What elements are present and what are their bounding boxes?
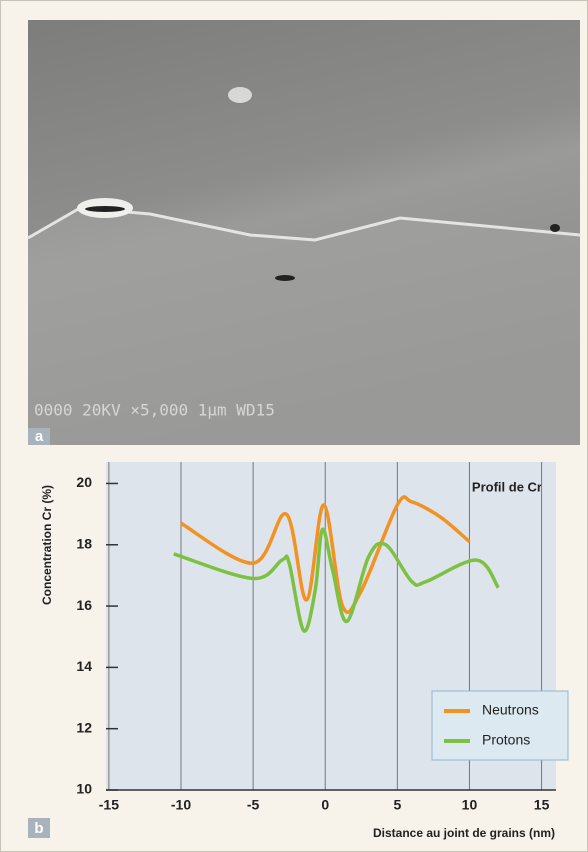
pore <box>275 275 295 281</box>
x-axis-label: Distance au joint de grains (nm) <box>373 826 555 840</box>
chart-title: Profil de Cr <box>472 479 542 494</box>
y-tick-label: 14 <box>76 658 92 674</box>
legend-box <box>431 690 569 761</box>
x-tick-label: 0 <box>321 797 329 813</box>
legend-label: Protons <box>482 732 530 748</box>
panel-label: a <box>35 428 44 445</box>
pore <box>550 224 560 232</box>
chart: b Profil de Cr Distance au joint de grai… <box>28 462 569 840</box>
y-tick-label: 16 <box>76 597 92 613</box>
y-tick-label: 18 <box>76 535 92 551</box>
lower-grain <box>28 208 580 445</box>
x-tick-label: 10 <box>462 797 478 813</box>
y-tick-label: 12 <box>76 719 92 735</box>
x-tick-label: 5 <box>393 797 401 813</box>
panel-label-box <box>28 428 50 445</box>
y-tick-label: 20 <box>76 474 92 490</box>
x-tick-label: -10 <box>171 797 191 813</box>
line <box>173 527 500 633</box>
micrograph: 0000 20KV ×5,000 1µm WD15 a <box>27 20 581 445</box>
y-axis-label: Concentration Cr (%) <box>40 485 54 605</box>
x-tick-label: -5 <box>247 797 260 813</box>
x-tick-label: 15 <box>534 797 550 813</box>
image-caption: 0000 20KV ×5,000 1µm WD15 <box>34 401 275 420</box>
panel-label: b <box>34 820 43 837</box>
x-tick-label: -15 <box>99 797 119 813</box>
y-tick-label: 10 <box>76 781 92 797</box>
legend-label: Neutrons <box>482 702 539 718</box>
pore <box>85 206 125 212</box>
line <box>180 495 471 614</box>
particle <box>228 87 252 103</box>
panel-label-box <box>28 818 50 838</box>
